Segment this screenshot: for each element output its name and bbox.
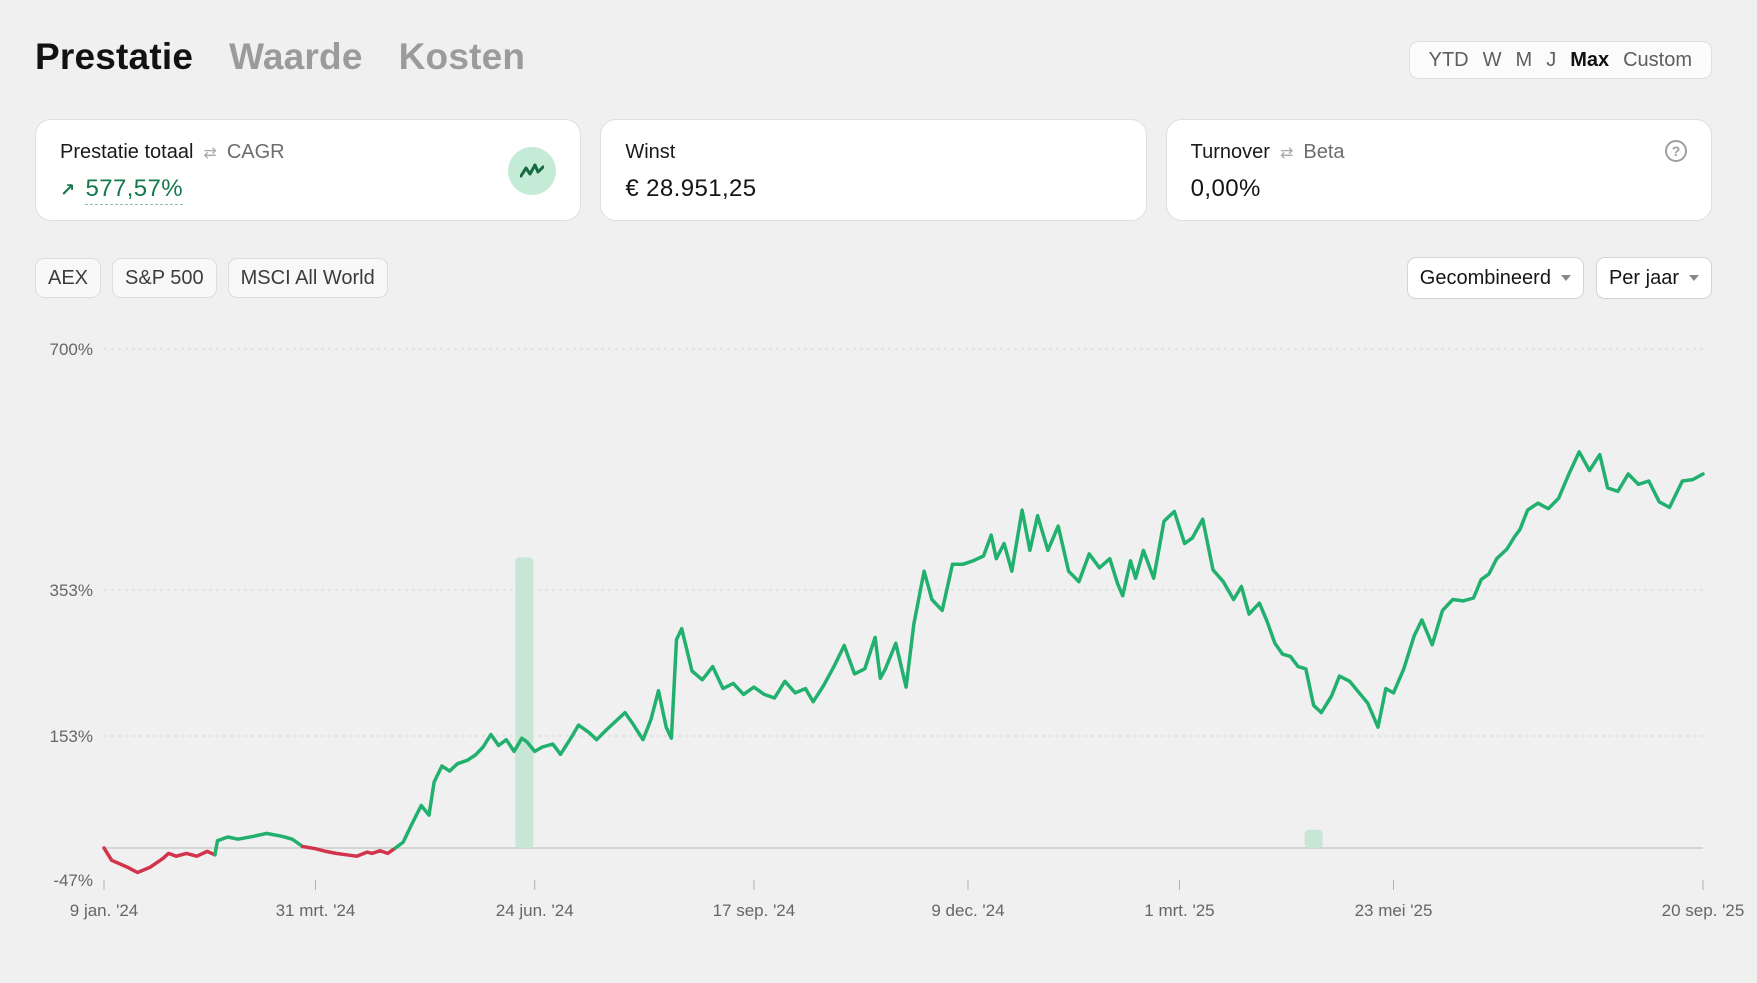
chevron-down-icon (1689, 275, 1699, 281)
x-tick-label: 24 jun. '24 (496, 901, 574, 920)
benchmark-aex[interactable]: AEX (35, 258, 102, 298)
benchmark-sp500[interactable]: S&P 500 (112, 258, 217, 298)
benchmark-chips: AEX S&P 500 MSCI All World (35, 258, 388, 298)
swap-icon[interactable]: ⇄ (1279, 144, 1294, 162)
y-tick-label: 153% (50, 727, 93, 746)
performance-chart[interactable]: 700% 353% 153% -47% 9 jan. '24 31 mrt. '24 24 … (0, 300, 1757, 940)
summary-cards: Prestatie totaal ⇄ CAGR ↗ 577,57% Winst … (35, 119, 1712, 221)
benchmark-msci-world[interactable]: MSCI All World (227, 258, 388, 298)
profit-card: Winst € 28.951,25 (600, 119, 1147, 221)
x-tick-label: 9 dec. '24 (931, 901, 1004, 920)
range-custom[interactable]: Custom (1623, 48, 1692, 71)
performance-label[interactable]: Prestatie totaal (60, 141, 194, 163)
period-dropdown[interactable]: Per jaar (1595, 257, 1712, 299)
y-tick-label: -47% (53, 871, 93, 890)
profit-label: Winst (625, 141, 676, 163)
swap-icon[interactable]: ⇄ (203, 144, 217, 162)
x-tick-label: 20 sep. '25 (1662, 901, 1745, 920)
performance-card-title: Prestatie totaal ⇄ CAGR (60, 141, 285, 164)
profit-card-title: Winst (625, 141, 675, 164)
turnover-card-title: Turnover ⇄ Beta (1191, 141, 1345, 164)
range-year[interactable]: J (1546, 48, 1557, 71)
highlight-bar (515, 557, 534, 848)
series-line-negative (300, 844, 398, 858)
y-tick-label: 353% (50, 581, 93, 600)
range-ytd[interactable]: YTD (1428, 48, 1469, 71)
help-icon[interactable]: ? (1664, 140, 1687, 162)
series-line-negative (102, 846, 217, 875)
range-max[interactable]: Max (1570, 48, 1610, 71)
turnover-label[interactable]: Turnover (1190, 141, 1270, 163)
view-tabs: Prestatie Waarde Kosten (35, 36, 525, 78)
tab-waarde[interactable]: Waarde (229, 36, 363, 77)
chart-options: Gecombineerd Per jaar (1406, 257, 1712, 299)
chevron-down-icon (1560, 275, 1571, 281)
x-tick-label: 23 mei '25 (1355, 901, 1433, 920)
x-tick-label: 1 mrt. '25 (1144, 901, 1214, 920)
tab-kosten[interactable]: Kosten (398, 36, 526, 77)
period-dropdown-value: Per jaar (1608, 266, 1679, 289)
highlight-bar (1304, 829, 1323, 848)
mode-dropdown[interactable]: Gecombineerd (1406, 257, 1584, 299)
performance-value[interactable]: 577,57% (85, 175, 184, 205)
arrow-up-right-icon: ↗ (60, 179, 76, 200)
x-tick-label: 9 jan. '24 (70, 901, 138, 920)
series-line-positive (393, 450, 1705, 850)
trend-chart-icon (508, 147, 557, 195)
tab-prestatie[interactable]: Prestatie (35, 36, 194, 77)
profit-value: € 28.951,25 (625, 175, 757, 202)
performance-value-wrap: ↗ 577,57% (60, 175, 184, 205)
y-tick-label: 700% (50, 340, 93, 359)
range-month[interactable]: M (1515, 48, 1533, 71)
cagr-label[interactable]: CAGR (226, 141, 285, 163)
turnover-card: Turnover ⇄ Beta 0,00% ? (1165, 119, 1712, 221)
beta-label[interactable]: Beta (1303, 141, 1345, 163)
performance-card: Prestatie totaal ⇄ CAGR ↗ 577,57% (35, 119, 582, 221)
mode-dropdown-value: Gecombineerd (1419, 266, 1551, 289)
x-tick-label: 17 sep. '24 (713, 901, 796, 920)
time-range-selector: YTD W M J Max Custom (1408, 41, 1712, 79)
series-line-positive (213, 831, 305, 857)
x-tick-label: 31 mrt. '24 (276, 901, 356, 920)
turnover-value: 0,00% (1190, 175, 1261, 202)
range-week[interactable]: W (1482, 48, 1502, 71)
